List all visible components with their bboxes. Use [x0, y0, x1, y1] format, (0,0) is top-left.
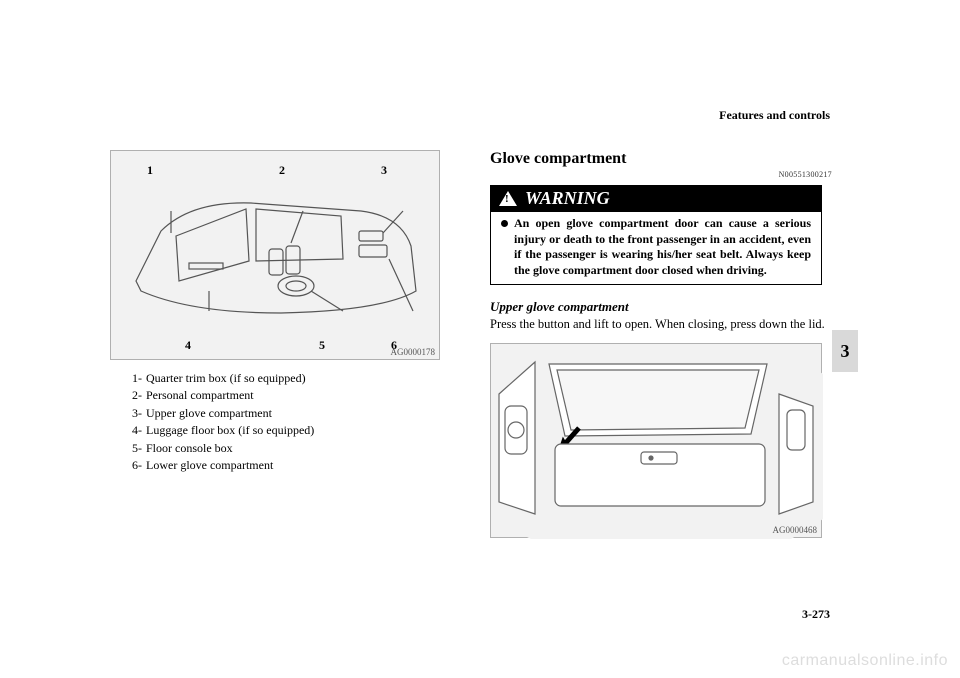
callout-1: 1	[147, 163, 153, 178]
left-column: 1 2 3 4 5 6	[110, 150, 452, 538]
callout-2: 2	[279, 163, 285, 178]
legend-item: 4-Luggage floor box (if so equipped)	[128, 422, 452, 439]
warning-header: WARNING	[491, 186, 821, 212]
legend-item: 3-Upper glove compartment	[128, 405, 452, 422]
legend-item: 6-Lower glove compartment	[128, 457, 452, 474]
legend-item: 5-Floor console box	[128, 440, 452, 457]
section-header: Features and controls	[719, 108, 830, 123]
watermark: carmanualsonline.info	[782, 652, 948, 670]
two-column-layout: 1 2 3 4 5 6	[110, 150, 850, 538]
subsection-title: Upper glove compartment	[490, 299, 832, 315]
reference-code: N00551300217	[490, 170, 832, 179]
illustration-ref: AG0000178	[391, 347, 436, 357]
glovebox-lineart	[491, 344, 823, 539]
legend-item: 2-Personal compartment	[128, 387, 452, 404]
manual-page: Features and controls 1 2 3 4 5 6	[0, 0, 960, 678]
chapter-tab: 3	[832, 330, 858, 372]
legend-list: 1-Quarter trim box (if so equipped) 2-Pe…	[110, 370, 452, 474]
warning-body: An open glove compartment door can cause…	[491, 212, 821, 284]
legend-item: 1-Quarter trim box (if so equipped)	[128, 370, 452, 387]
warning-triangle-icon	[499, 191, 517, 206]
interior-storage-illustration: 1 2 3 4 5 6	[110, 150, 440, 360]
warning-text: An open glove compartment door can cause…	[514, 216, 811, 278]
warning-box: WARNING An open glove compartment door c…	[490, 185, 822, 285]
warning-label: WARNING	[525, 188, 610, 209]
right-column: Glove compartment N00551300217 WARNING A…	[490, 150, 832, 538]
glove-compartment-illustration: AG0000468	[490, 343, 822, 538]
illustration-ref: AG0000468	[773, 525, 818, 535]
bullet-icon	[501, 220, 508, 227]
body-text: Press the button and lift to open. When …	[490, 316, 832, 333]
page-number: 3-273	[802, 607, 830, 622]
section-title: Glove compartment	[490, 150, 832, 168]
car-lineart	[131, 191, 421, 331]
callout-5: 5	[319, 338, 325, 353]
callout-3: 3	[381, 163, 387, 178]
callout-4: 4	[185, 338, 191, 353]
